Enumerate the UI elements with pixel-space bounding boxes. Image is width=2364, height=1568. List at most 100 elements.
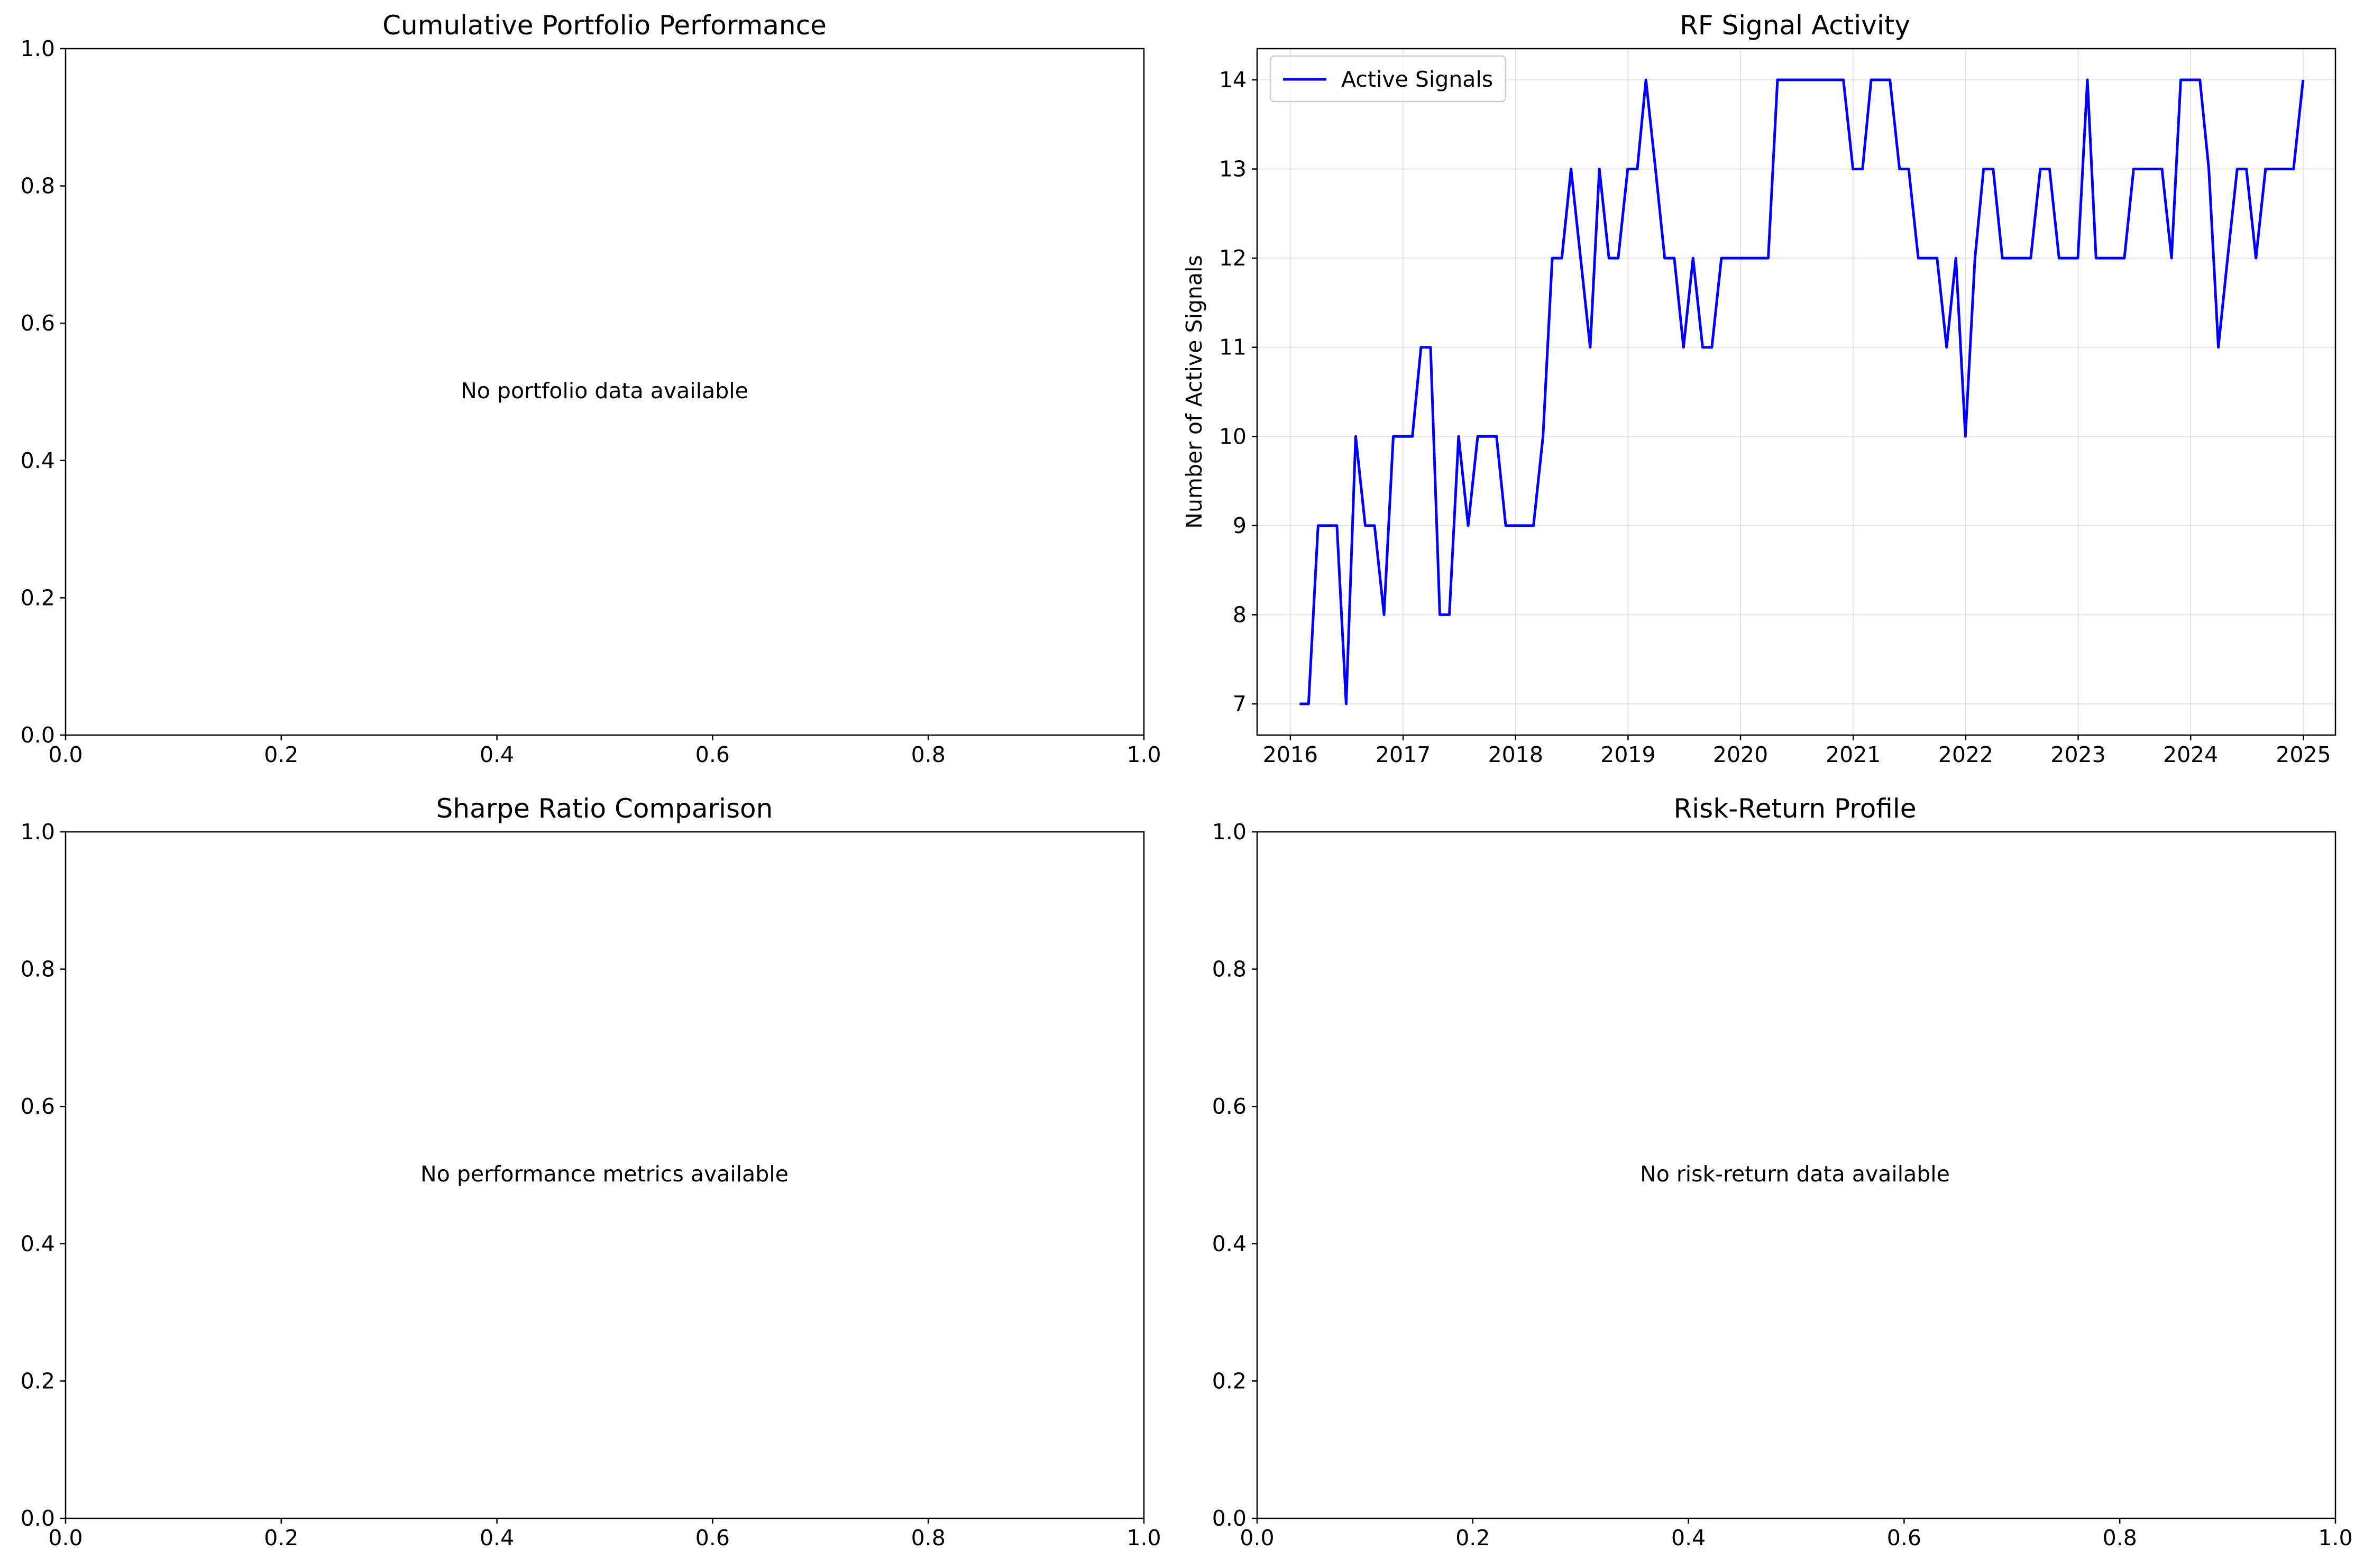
- data-point: [1974, 257, 1976, 260]
- data-point: [2302, 79, 2304, 81]
- x-tick-label: 2023: [2050, 742, 2105, 767]
- data-point: [2095, 257, 2097, 260]
- data-point: [1701, 346, 1704, 349]
- x-tick-label: 2019: [1600, 742, 1655, 767]
- data-point: [2255, 257, 2257, 260]
- risk-return-title: Risk-Return Profile: [1674, 793, 1917, 824]
- signal-grid: [1257, 49, 2335, 735]
- x-tick-label: 0.6: [695, 1525, 730, 1551]
- data-point: [1636, 168, 1638, 170]
- data-point: [1927, 257, 1929, 260]
- risk-return-ticks: 0.0 0.2 0.4 0.6 0.8 1.0 0.0 0.2 0.4 0.6 0.8 1.0: [1212, 819, 2353, 1551]
- data-point: [1579, 257, 1582, 260]
- portfolio-plot-frame: [65, 48, 1145, 736]
- data-point: [2236, 168, 2239, 170]
- data-point: [2113, 257, 2116, 260]
- y-tick-label: 8: [1233, 602, 1247, 627]
- signal-y-axis-label: Number of Active Signals: [1181, 255, 1207, 528]
- x-tick-label: 0.4: [480, 1525, 514, 1551]
- x-tick-label: 0.2: [1455, 1525, 1490, 1551]
- x-tick-label: 0.6: [1887, 1525, 1921, 1551]
- data-point: [1477, 435, 1479, 438]
- y-tick-label: 0.6: [21, 310, 55, 336]
- data-point: [1551, 257, 1554, 260]
- signal-legend: Active Signals: [1269, 55, 1507, 103]
- x-tick-label: 0.2: [264, 1525, 298, 1551]
- signal-ticks: 2016 2017 2018 2019 2020 2021 2022 2023 2024 2025…: [1219, 67, 2331, 767]
- portfolio-title: Cumulative Portfolio Performance: [382, 10, 827, 41]
- data-point: [1317, 524, 1320, 527]
- x-tick-label: 1.0: [1126, 1525, 1161, 1551]
- x-tick-label: 1.0: [2318, 1525, 2352, 1551]
- data-point: [1617, 257, 1619, 260]
- data-point: [1514, 524, 1517, 527]
- data-point: [2226, 257, 2229, 260]
- x-tick-label: 2024: [2163, 742, 2218, 767]
- data-point: [2123, 257, 2125, 260]
- x-tick-label: 0.4: [480, 742, 514, 767]
- data-point: [2179, 79, 2182, 81]
- data-point: [1748, 257, 1751, 260]
- data-point: [1364, 524, 1367, 527]
- data-point: [2161, 168, 2164, 170]
- data-point: [2292, 168, 2295, 170]
- data-point: [2217, 346, 2220, 349]
- data-point: [2151, 168, 2154, 170]
- portfolio-panel: Cumulative Portfolio Performance No port…: [21, 10, 1161, 767]
- data-point: [1626, 168, 1629, 170]
- data-point: [1908, 168, 1910, 170]
- risk-return-plot-frame: [1256, 831, 2336, 1519]
- data-point: [1955, 257, 1957, 260]
- x-tick-label: 2017: [1376, 742, 1431, 767]
- data-point: [1419, 346, 1422, 349]
- data-point: [1486, 435, 1488, 438]
- y-tick-label: 0.4: [1212, 1231, 1247, 1257]
- data-point: [1401, 435, 1404, 438]
- y-tick-label: 0.4: [21, 1231, 55, 1257]
- signal-series: [1298, 78, 2305, 705]
- data-point: [1710, 346, 1713, 349]
- y-tick-label: 1.0: [1212, 819, 1247, 845]
- y-tick-label: 9: [1233, 513, 1247, 538]
- data-point: [1795, 79, 1798, 81]
- data-point: [1814, 79, 1817, 81]
- y-tick-label: 12: [1219, 245, 1247, 271]
- data-point: [1495, 435, 1498, 438]
- x-tick-label: 0.8: [911, 742, 946, 767]
- data-point: [1917, 257, 1920, 260]
- data-point: [1598, 168, 1601, 170]
- y-tick-label: 0.0: [21, 722, 55, 748]
- data-point: [1861, 168, 1864, 170]
- data-point: [1505, 524, 1507, 527]
- data-point: [1345, 703, 1348, 705]
- sharpe-plot-frame: [65, 831, 1145, 1519]
- x-tick-label: 2025: [2276, 742, 2331, 767]
- data-point: [1608, 257, 1610, 260]
- y-tick-label: 11: [1219, 335, 1247, 360]
- y-tick-label: 0.2: [1212, 1368, 1247, 1393]
- data-point: [1532, 524, 1535, 527]
- data-point: [2189, 79, 2192, 81]
- data-point: [1392, 435, 1395, 438]
- sharpe-empty-message: No performance metrics available: [420, 1161, 789, 1187]
- data-point: [1992, 168, 1994, 170]
- x-tick-label: 2020: [1713, 742, 1768, 767]
- data-point: [1720, 257, 1722, 260]
- x-tick-label: 0.8: [911, 1525, 946, 1551]
- data-point: [1767, 257, 1770, 260]
- data-point: [2058, 257, 2060, 260]
- data-point: [2264, 168, 2267, 170]
- data-point: [1298, 703, 1301, 705]
- y-tick-label: 10: [1219, 424, 1247, 449]
- x-tick-label: 1.0: [1126, 742, 1161, 767]
- y-tick-label: 1.0: [21, 819, 55, 845]
- data-point: [1692, 257, 1694, 260]
- data-point: [2198, 79, 2201, 81]
- data-point: [1682, 346, 1685, 349]
- data-point: [2283, 168, 2286, 170]
- y-tick-label: 0.8: [1212, 957, 1247, 982]
- y-tick-label: 0.6: [1212, 1094, 1247, 1119]
- data-point: [1945, 346, 1948, 349]
- data-point: [2104, 257, 2107, 260]
